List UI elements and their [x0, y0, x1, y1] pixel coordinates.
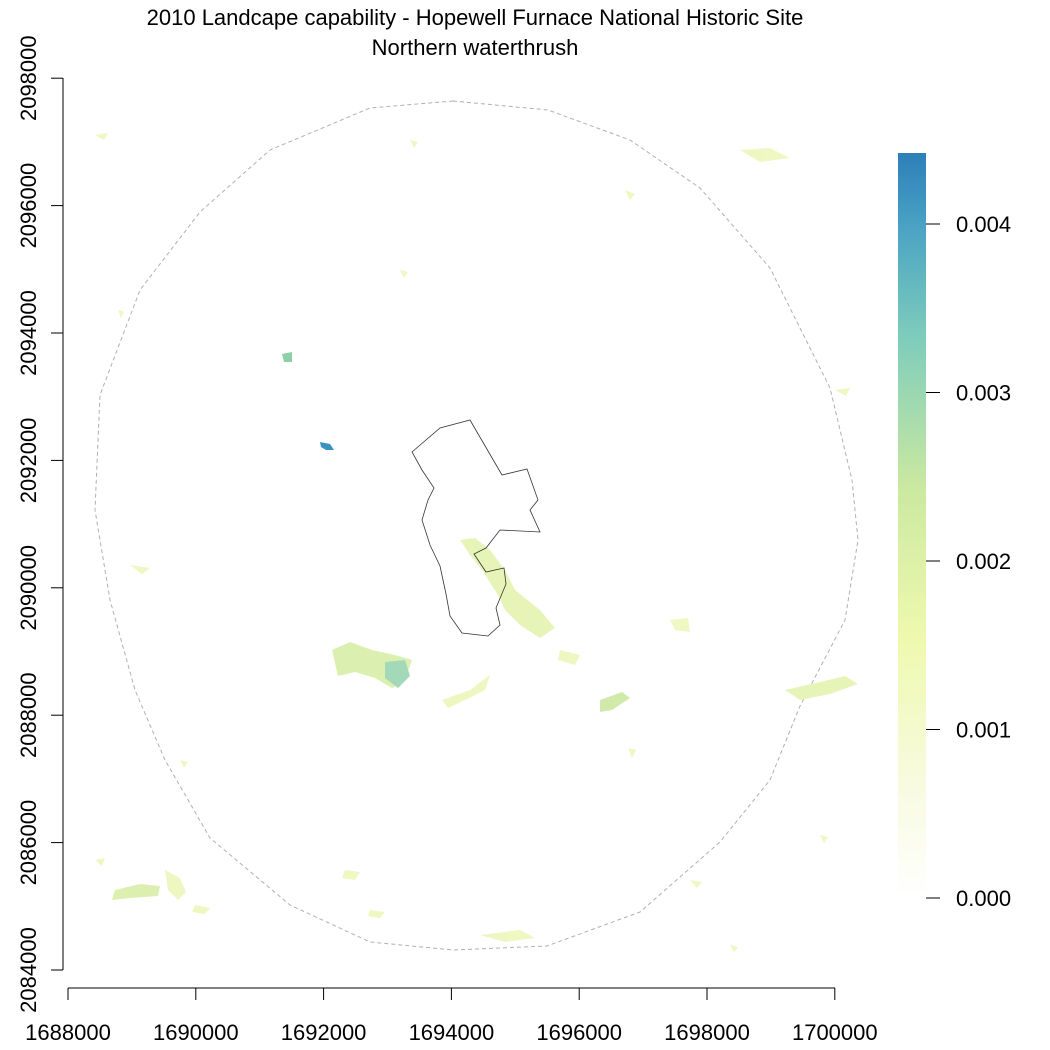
- x-axis: 1688000 1690000 1692000 1694000 1696000 16980…: [25, 987, 878, 1045]
- x-tick-label: 1698000: [664, 1020, 750, 1045]
- legend-tick-label: 0.003: [956, 381, 1011, 406]
- x-tick-label: 1688000: [25, 1020, 111, 1045]
- high-value-patches: [282, 352, 334, 450]
- y-tick-label: 2094000: [16, 290, 41, 376]
- y-tick-label: 2084000: [16, 927, 41, 1013]
- x-tick-label: 1692000: [281, 1020, 367, 1045]
- map-title: 2010 Landcape capability - Hopewell Furn…: [146, 5, 804, 30]
- map-subtitle: Northern waterthrush: [371, 35, 579, 60]
- park-boundary: [411, 419, 541, 637]
- buffer-boundary: [94, 100, 859, 951]
- legend-tick-label: 0.000: [956, 886, 1011, 911]
- y-tick-label: 2086000: [16, 800, 41, 886]
- y-tick-label: 2098000: [16, 35, 41, 121]
- legend-tick-label: 0.002: [956, 549, 1011, 574]
- legend-tick-label: 0.004: [956, 212, 1011, 237]
- y-axis: 2084000 2086000 2088000 2090000 2092000 20940…: [16, 35, 64, 1013]
- x-tick-label: 1694000: [409, 1020, 495, 1045]
- x-tick-label: 1690000: [153, 1020, 239, 1045]
- x-tick-label: 1696000: [536, 1020, 622, 1045]
- y-tick-label: 2088000: [16, 672, 41, 758]
- x-tick-label: 1700000: [792, 1020, 878, 1045]
- legend-colorbar: [898, 153, 926, 898]
- y-tick-label: 2092000: [16, 418, 41, 504]
- y-tick-label: 2090000: [16, 545, 41, 631]
- color-legend: 0.000 0.001 0.002 0.003 0.004: [898, 153, 1011, 911]
- legend-tick-label: 0.001: [956, 718, 1011, 743]
- y-tick-label: 2096000: [16, 163, 41, 249]
- habitat-patches: [95, 133, 858, 952]
